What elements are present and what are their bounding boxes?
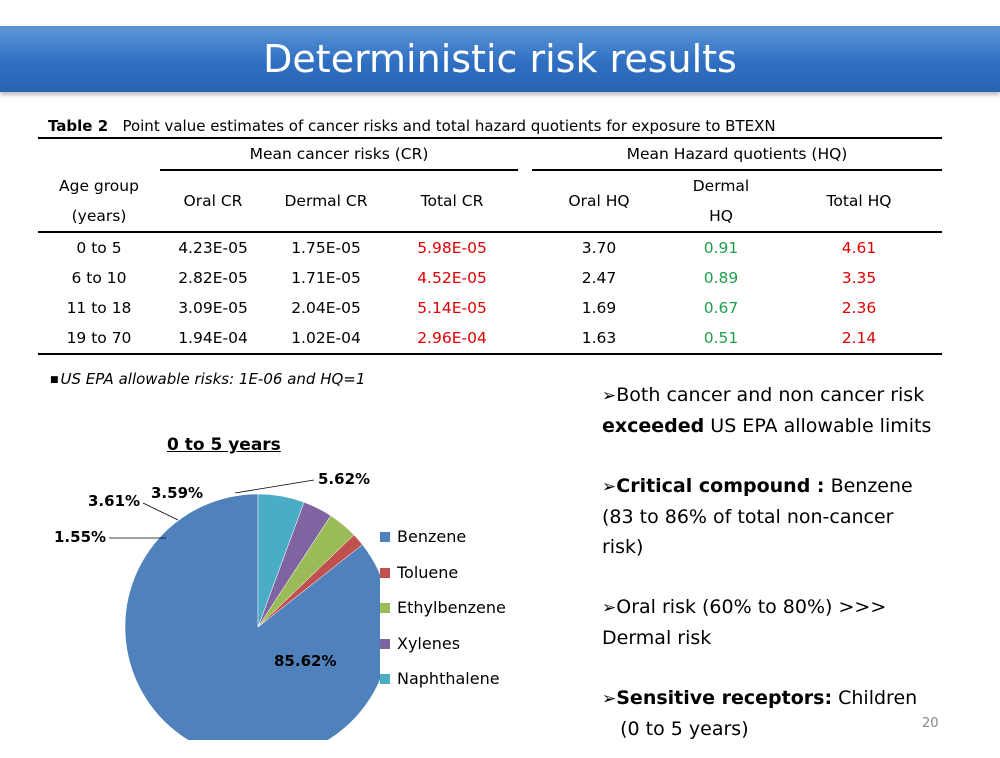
legend-swatch	[380, 532, 390, 542]
legend-swatch	[380, 603, 390, 613]
chart-legend: Benzene Toluene Ethylbenzene Xylenes Naphtha…	[380, 527, 506, 705]
legend-swatch	[380, 567, 390, 578]
table-caption: Table 2 Point value estimates of cancer …	[48, 117, 776, 135]
data-label-naphthalene: 5.62%	[318, 470, 370, 488]
col-header-dermal-cr: Dermal CR	[266, 170, 386, 233]
arrow-bullet-icon: ➢	[602, 689, 617, 709]
group-header-hq: Mean Hazard quotients (HQ)	[532, 137, 942, 171]
data-label-toluene: 1.55%	[54, 528, 106, 546]
pie-slice-benzene	[124, 493, 380, 740]
pie-chart: 85.62% 1.55% 3.61% 3.59% 5.62%	[54, 470, 380, 740]
arrow-bullet-icon: ➢	[602, 477, 617, 497]
table-row: 6 to 10 2.82E-05 1.71E-05 4.52E-05 2.47 0.8…	[71, 269, 877, 287]
col-header-oral-cr: Oral CR	[160, 170, 266, 233]
legend-item-toluene: Toluene	[380, 563, 506, 599]
table-caption-text: Point value estimates of cancer risks an…	[122, 117, 776, 135]
legend-swatch	[380, 638, 390, 649]
col-header-age: Age group (years)	[38, 170, 160, 233]
group-header-cr: Mean cancer risks (CR)	[160, 137, 518, 171]
table-row: 19 to 70 1.94E-04 1.02E-04 2.96E-04 1.63 0.…	[38, 323, 942, 355]
legend-label: Toluene	[397, 562, 459, 582]
risk-table: Mean cancer risks (CR) Mean Hazard quoti…	[38, 137, 942, 355]
legend-item-xylenes: Xylenes	[380, 634, 506, 670]
title-banner: Deterministic risk results	[0, 26, 1000, 92]
arrow-bullet-icon: ➢	[602, 598, 617, 618]
bullet-oral-risk: ➢Oral risk (60% to 80%) >>> Dermal risk	[602, 596, 887, 649]
legend-label: Xylenes	[397, 633, 461, 653]
arrow-bullet-icon: ➢	[602, 386, 617, 406]
bullet-exceeded: ➢Both cancer and non cancer risk exceeded…	[602, 384, 932, 437]
data-label-benzene: 85.62%	[274, 652, 336, 670]
pie-slice-naphthalene	[257, 493, 305, 628]
chart-title: 0 to 5 years	[167, 435, 281, 455]
table-row: 11 to 18 3.09E-05 2.04E-05 5.14E-05 1.69 0.…	[66, 299, 877, 317]
legend-item-naphthalene: Naphthalene	[380, 669, 506, 705]
col-header-oral-hq: Oral HQ	[532, 170, 666, 233]
table-row: 0 to 5 4.23E-05 1.75E-05 5.98E-05 3.70 0.91…	[76, 239, 877, 257]
square-bullet-icon: ■	[50, 375, 59, 385]
legend-label: Naphthalene	[397, 669, 500, 688]
data-label-ethylbenzene: 3.61%	[88, 492, 140, 510]
bullet-sensitive-receptors: ➢Sensitive receptors: Children (0 to 5 y…	[602, 687, 918, 740]
legend-item-benzene: Benzene	[380, 527, 506, 563]
col-header-total-cr: Total CR	[386, 170, 518, 233]
epa-note: ■ US EPA allowable risks: 1E-06 and HQ=1	[50, 370, 366, 388]
slide-title: Deterministic risk results	[263, 37, 737, 81]
table-caption-label: Table 2	[48, 117, 109, 135]
summary-bullets: ➢Both cancer and non cancer risk exceeded…	[602, 380, 972, 744]
legend-label: Ethylbenzene	[397, 598, 506, 617]
data-label-xylenes: 3.59%	[151, 484, 203, 502]
legend-item-ethylbenzene: Ethylbenzene	[380, 598, 506, 634]
bullet-critical-compound: ➢Critical compound : Benzene (83 to 86% o…	[602, 475, 913, 558]
page-number: 20	[922, 716, 939, 731]
leader-line	[142, 502, 179, 521]
legend-swatch	[380, 674, 390, 684]
col-header-dermal-hq: Dermal HQ	[666, 170, 776, 233]
legend-label: Benzene	[397, 527, 467, 546]
col-header-total-hq: Total HQ	[776, 170, 942, 233]
leader-line	[234, 479, 315, 494]
